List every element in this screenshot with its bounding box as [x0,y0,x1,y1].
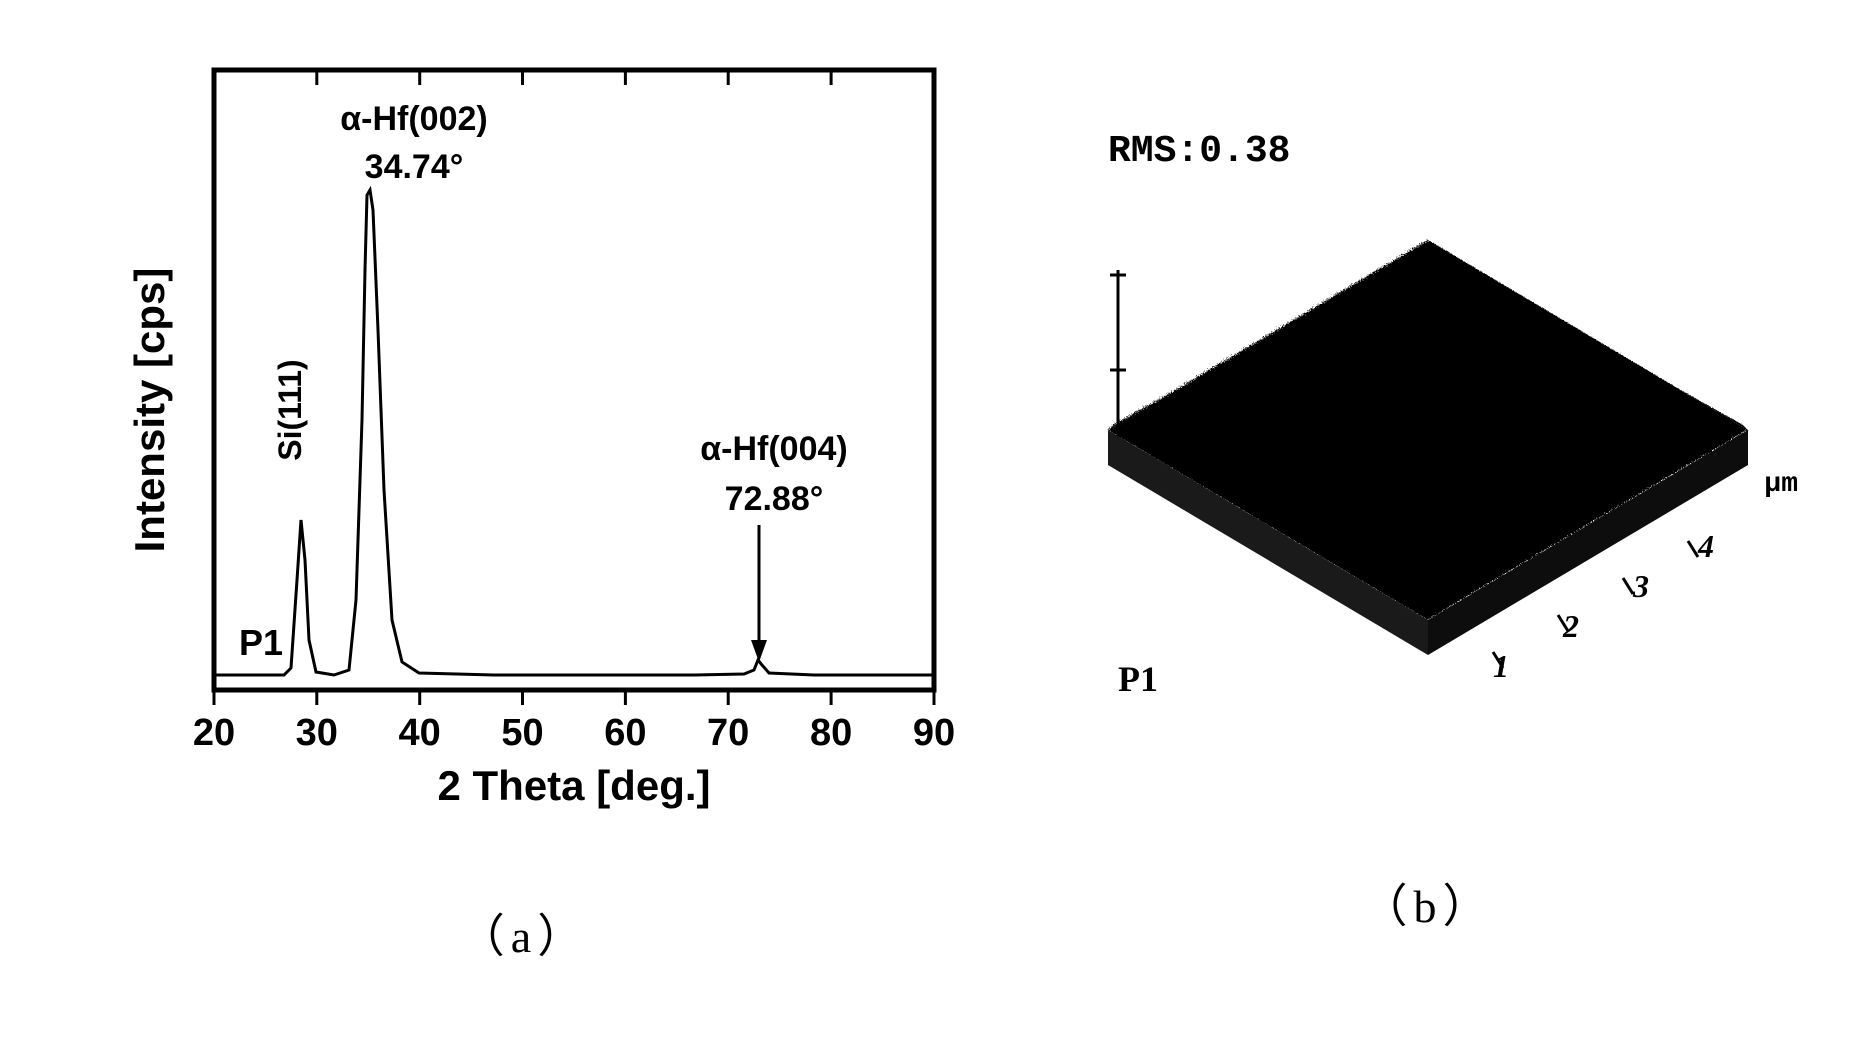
peak-label-hf002: α-Hf(002) [340,100,487,138]
sample-label: P1 [239,622,283,663]
afm-surface [1088,200,1768,640]
xtick-30: 30 [296,712,338,754]
figure-container: 20 30 40 50 60 70 80 90 [0,0,1868,1060]
y-axis-label: Intensity [cps] [126,268,173,553]
rms-label: RMS:0.38 [1108,130,1290,173]
afm-tick-3: 3 [1633,568,1649,605]
xtick-40: 40 [399,712,441,754]
xtick-70: 70 [707,712,749,754]
xtick-90: 90 [913,712,954,754]
x-axis-label: 2 Theta [deg.] [437,762,710,809]
afm-tick-2: 2 [1563,608,1579,645]
panel-b: RMS:0.38 P1 µm [1048,100,1808,936]
peak-value-hf002: 34.74° [365,148,464,186]
afm-top-surface [1108,240,1748,620]
afm-tick-4: 4 [1698,528,1714,565]
xtick-80: 80 [810,712,852,754]
panel-a-label: （a） [459,900,589,966]
afm-tick-1: 1 [1493,648,1509,685]
peak-arrow-head [751,640,767,662]
plot-border [214,70,934,690]
peak-label-hf004: α-Hf(004) [700,430,847,468]
xtick-60: 60 [604,712,646,754]
panel-b-label: （b） [1362,870,1495,936]
afm-svg [1088,200,1768,700]
afm-image: RMS:0.38 P1 µm [1048,100,1808,740]
x-axis-ticks: 20 30 40 50 60 70 80 90 [193,690,954,754]
afm-unit-label: µm [1764,469,1798,500]
xrd-svg: 20 30 40 50 60 70 80 90 [94,40,954,810]
peak-label-si111: Si(111) [272,359,308,460]
xtick-50: 50 [501,712,543,754]
panel-a: 20 30 40 50 60 70 80 90 [60,40,988,966]
xrd-chart: 20 30 40 50 60 70 80 90 [94,40,954,810]
xtick-20: 20 [193,712,235,754]
peak-value-hf004: 72.88° [725,480,824,518]
